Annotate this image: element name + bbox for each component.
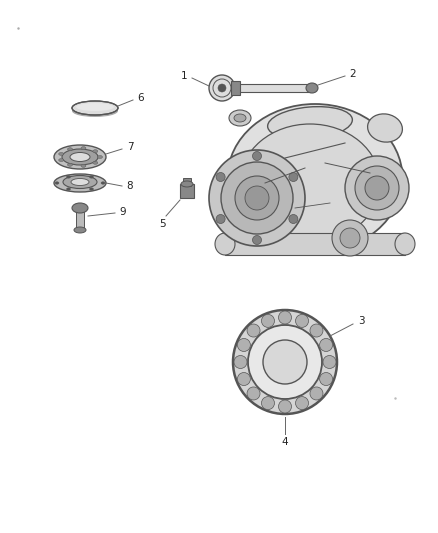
Ellipse shape xyxy=(67,188,71,190)
Bar xyxy=(236,84,310,92)
Text: 7: 7 xyxy=(127,142,133,152)
Ellipse shape xyxy=(268,107,352,139)
Circle shape xyxy=(279,400,292,413)
Circle shape xyxy=(216,214,225,223)
Ellipse shape xyxy=(54,174,106,192)
Circle shape xyxy=(332,220,368,256)
Circle shape xyxy=(345,156,409,220)
Circle shape xyxy=(289,214,298,223)
Circle shape xyxy=(216,173,225,182)
Circle shape xyxy=(252,236,261,245)
Ellipse shape xyxy=(72,203,88,213)
Circle shape xyxy=(237,338,251,351)
Circle shape xyxy=(296,314,308,327)
Ellipse shape xyxy=(89,188,93,190)
Text: 3: 3 xyxy=(358,316,364,326)
Circle shape xyxy=(209,75,235,101)
Ellipse shape xyxy=(71,179,89,185)
Circle shape xyxy=(296,397,308,410)
Text: 6: 6 xyxy=(138,93,144,103)
Ellipse shape xyxy=(234,114,246,122)
Circle shape xyxy=(365,176,389,200)
Text: 2: 2 xyxy=(350,69,356,79)
Ellipse shape xyxy=(81,147,86,150)
Text: 9: 9 xyxy=(120,207,126,217)
Ellipse shape xyxy=(74,227,86,233)
Ellipse shape xyxy=(72,105,118,117)
Ellipse shape xyxy=(215,233,235,255)
Circle shape xyxy=(247,387,260,400)
Text: 1: 1 xyxy=(181,71,187,81)
Ellipse shape xyxy=(227,104,403,252)
Ellipse shape xyxy=(81,164,86,167)
Circle shape xyxy=(233,310,337,414)
Circle shape xyxy=(261,397,275,410)
Circle shape xyxy=(237,373,251,385)
Circle shape xyxy=(221,162,293,234)
Circle shape xyxy=(248,325,322,399)
Ellipse shape xyxy=(181,181,193,187)
Ellipse shape xyxy=(101,182,105,184)
Ellipse shape xyxy=(89,176,93,178)
Circle shape xyxy=(340,228,360,248)
Circle shape xyxy=(289,173,298,182)
Ellipse shape xyxy=(70,152,90,161)
Circle shape xyxy=(218,84,226,92)
Ellipse shape xyxy=(367,114,403,142)
Text: 8: 8 xyxy=(127,181,133,191)
Ellipse shape xyxy=(240,124,380,242)
Circle shape xyxy=(252,151,261,160)
Circle shape xyxy=(235,176,279,220)
Text: 5: 5 xyxy=(159,219,165,229)
Text: 4: 4 xyxy=(282,437,288,447)
Ellipse shape xyxy=(93,150,98,153)
Ellipse shape xyxy=(59,159,64,161)
Circle shape xyxy=(209,150,305,246)
Circle shape xyxy=(355,166,399,210)
Ellipse shape xyxy=(229,110,251,126)
Ellipse shape xyxy=(59,152,64,156)
Ellipse shape xyxy=(72,101,118,115)
Ellipse shape xyxy=(306,83,318,93)
Circle shape xyxy=(234,356,247,368)
Circle shape xyxy=(279,311,292,324)
Circle shape xyxy=(261,314,275,327)
Circle shape xyxy=(320,338,332,351)
Bar xyxy=(183,178,191,186)
Ellipse shape xyxy=(55,182,59,184)
Circle shape xyxy=(247,324,260,337)
Circle shape xyxy=(263,340,307,384)
Ellipse shape xyxy=(63,175,97,189)
Bar xyxy=(231,81,240,95)
Ellipse shape xyxy=(98,156,102,158)
Ellipse shape xyxy=(62,149,98,165)
Circle shape xyxy=(310,324,323,337)
Circle shape xyxy=(323,356,336,368)
Circle shape xyxy=(320,373,332,385)
Circle shape xyxy=(310,387,323,400)
Ellipse shape xyxy=(93,161,98,164)
Bar xyxy=(180,184,194,198)
Ellipse shape xyxy=(67,148,73,151)
Ellipse shape xyxy=(76,103,114,111)
Ellipse shape xyxy=(54,145,106,169)
Ellipse shape xyxy=(67,176,71,178)
Ellipse shape xyxy=(395,233,415,255)
Ellipse shape xyxy=(67,163,73,166)
Bar xyxy=(76,208,84,230)
Circle shape xyxy=(245,186,269,210)
Bar xyxy=(225,233,405,255)
